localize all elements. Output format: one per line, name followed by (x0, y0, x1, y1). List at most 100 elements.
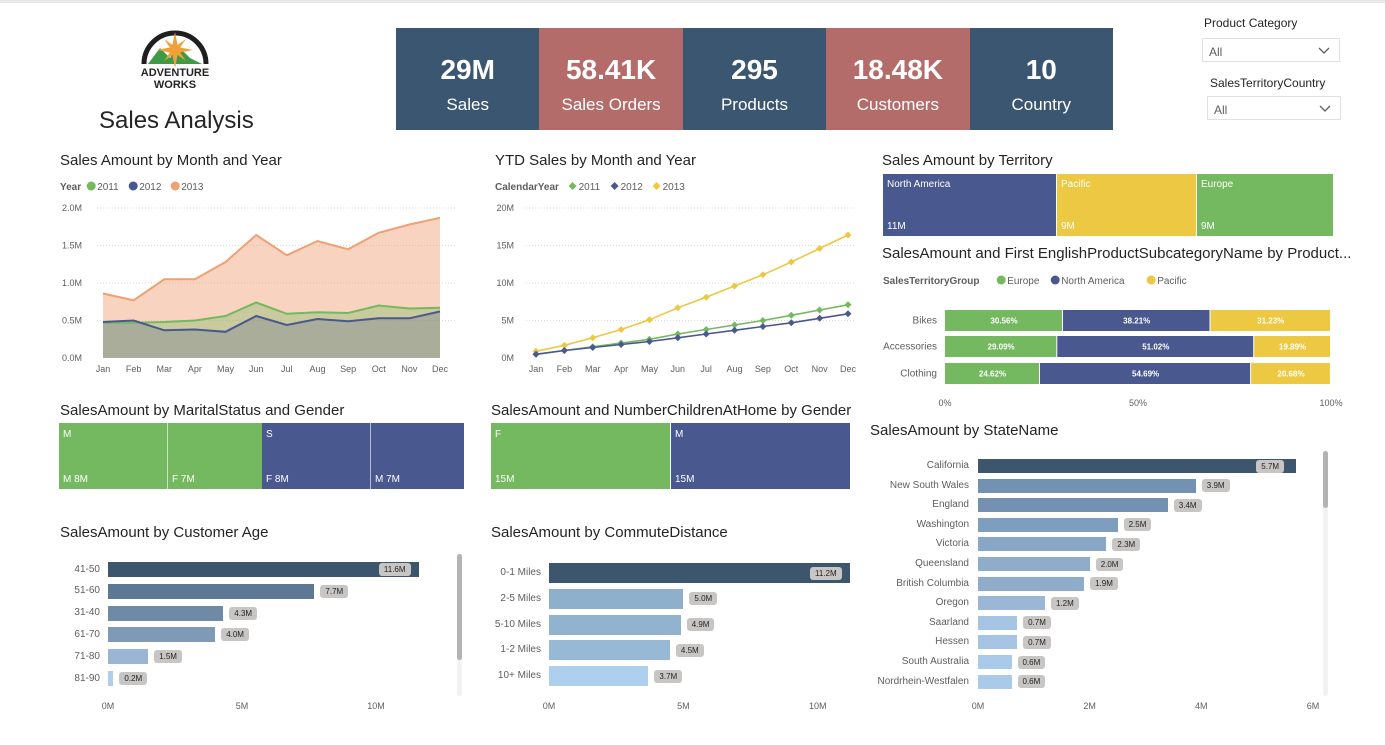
legend-item: 2011 (579, 182, 601, 193)
bar[interactable] (978, 596, 1045, 611)
x-tick-label: 0% (938, 398, 951, 408)
category-label: 10+ Miles (497, 670, 541, 682)
treemap-tile[interactable]: Pacific 9M (1057, 174, 1197, 236)
tile-name: Pacific (1061, 179, 1091, 190)
legend-title: CalendarYear (495, 182, 559, 193)
bar[interactable] (549, 666, 649, 687)
bar[interactable] (108, 605, 224, 621)
bar[interactable] (108, 671, 114, 686)
chevron-down-icon[interactable] (1317, 41, 1331, 64)
bar[interactable] (108, 649, 149, 665)
treemap-tile[interactable]: North America 11M (883, 174, 1057, 236)
category-label: 5-10 Miles (494, 618, 541, 630)
territory-title: Sales Amount by Territory (882, 152, 1053, 169)
report-title: Sales Analysis (99, 107, 254, 134)
category-label: 51-60 (74, 585, 100, 597)
data-point (816, 245, 824, 252)
scrollbar[interactable] (457, 554, 462, 696)
data-point (702, 326, 710, 333)
x-tick-label: Feb (557, 364, 573, 374)
kpi-card[interactable]: 58.41K Sales Orders (539, 28, 683, 130)
data-point (674, 334, 682, 342)
bar[interactable] (978, 478, 1196, 493)
x-tick-label: 0M (971, 701, 985, 711)
bar[interactable] (978, 498, 1168, 513)
bar[interactable] (978, 615, 1018, 630)
data-point (844, 231, 852, 239)
scrollbar[interactable] (1323, 451, 1328, 696)
bar[interactable] (978, 537, 1107, 552)
subcategory-stacked-chart[interactable]: SalesTerritoryGroup Europe North America Pa… (870, 268, 1360, 413)
data-point (759, 271, 767, 279)
treemap-tile[interactable]: F 15M (491, 423, 671, 489)
bar[interactable] (549, 588, 684, 609)
state-name-title: SalesAmount by StateName (870, 422, 1059, 439)
product-category-slicer[interactable]: All (1202, 38, 1340, 62)
treemap-tile[interactable]: M 15M (671, 423, 851, 489)
group-name: M (63, 429, 72, 440)
bar[interactable] (549, 640, 670, 661)
treemap-group[interactable]: M M 8M F 7M (59, 423, 262, 489)
treemap-group[interactable]: S F 8M M 7M (262, 423, 464, 489)
kpi-label: Products (720, 95, 789, 114)
scrollbar-thumb[interactable] (457, 554, 462, 660)
kpi-value: 58.41K (565, 54, 657, 85)
x-tick-label: Oct (372, 364, 387, 374)
kpi-card[interactable]: 295 Products (682, 28, 827, 130)
treemap-tile[interactable]: F 8M (262, 423, 370, 489)
territory-country-slicer[interactable]: All (1207, 96, 1341, 120)
x-tick-label: Mar (585, 364, 601, 374)
legend-marker (568, 182, 577, 190)
ytd-sales-chart[interactable]: CalendarYear 2011 2012 2013 0M 5M 10M 15M 20M Jan… (490, 175, 865, 380)
data-point (787, 319, 795, 327)
bar[interactable] (108, 583, 315, 599)
tile-value: 11M (887, 221, 906, 232)
stacked-bar-segment (1251, 363, 1330, 384)
category-label: Bikes (913, 316, 937, 327)
bar[interactable] (978, 635, 1018, 650)
bar[interactable] (549, 563, 850, 583)
kpi-card[interactable]: 10 Country (969, 28, 1113, 130)
x-tick-label: 6M (1306, 701, 1320, 711)
data-point (759, 323, 767, 330)
legend-marker (1050, 275, 1060, 285)
sales-by-month-chart[interactable]: Year 2011 2012 2013 0.0M 0.5M 1.0M 1.5M 2.0M Jan F… (55, 175, 465, 380)
data-label: 2.3M (1112, 537, 1141, 551)
series-area-2013 (103, 217, 440, 358)
treemap-tile[interactable]: M 8M (59, 423, 167, 489)
y-tick-label: 2.0M (62, 203, 82, 213)
x-tick-label: Jul (281, 364, 293, 374)
scrollbar-thumb[interactable] (1323, 451, 1328, 508)
treemap-tile[interactable]: F 7M (167, 423, 262, 489)
bar[interactable] (549, 614, 681, 635)
subcategory-title: SalesAmount and First EnglishProductSubc… (882, 245, 1352, 262)
category-label: Queensland (915, 558, 969, 569)
data-label: 29.09% (988, 343, 1015, 352)
bar[interactable] (978, 576, 1085, 591)
children-gender-title: SalesAmount and NumberChildrenAtHome by … (491, 402, 852, 419)
data-point (589, 334, 597, 342)
y-tick-label: 15M (496, 241, 514, 251)
bar[interactable] (978, 674, 1012, 689)
treemap-tile[interactable]: M 7M (370, 423, 464, 489)
series-line-2012 (102, 310, 441, 333)
data-point (787, 311, 795, 319)
bar[interactable] (978, 557, 1090, 571)
kpi-card[interactable]: 29M Sales (396, 28, 540, 130)
data-point (674, 304, 682, 312)
x-tick-label: Apr (614, 364, 628, 374)
bar[interactable] (978, 517, 1118, 532)
data-label: 54.69% (1132, 370, 1159, 379)
legend-marker (652, 182, 661, 190)
bar[interactable] (978, 655, 1012, 669)
y-tick-label: 1.0M (62, 278, 82, 288)
data-label: 38.21% (1123, 317, 1150, 326)
bar[interactable] (108, 627, 216, 643)
bar[interactable] (978, 459, 1297, 473)
x-tick-label: 2M (1083, 701, 1096, 711)
chevron-down-icon[interactable] (1318, 99, 1332, 122)
kpi-card[interactable]: 18.48K Customers (826, 28, 970, 130)
bar[interactable] (108, 562, 419, 577)
treemap-tile[interactable]: Europe 9M (1197, 174, 1334, 236)
legend-item: Pacific (1157, 276, 1186, 287)
